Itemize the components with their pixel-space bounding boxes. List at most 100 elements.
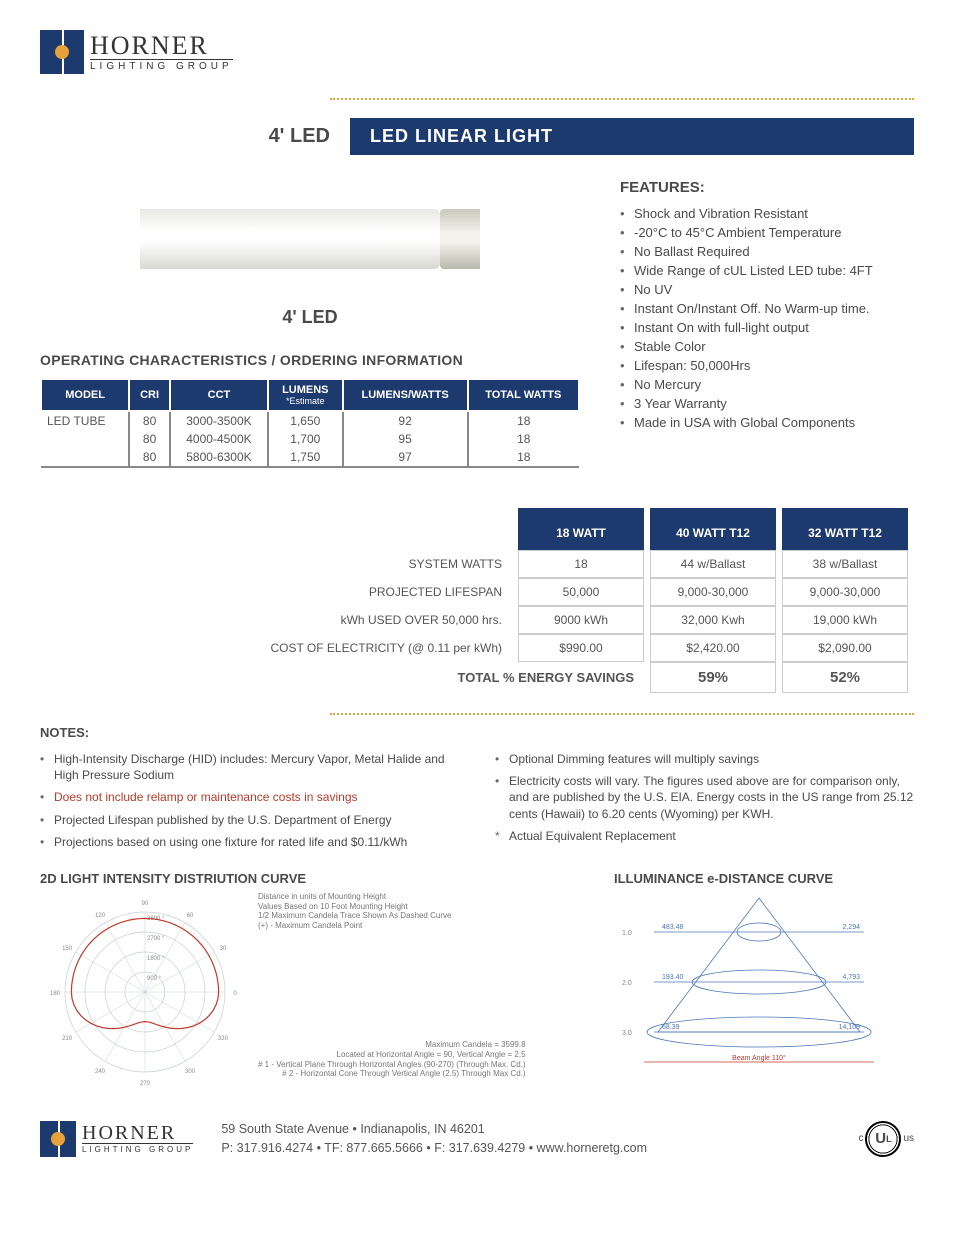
table-cell: 18 [468,411,579,430]
table-cell: LED TUBE [41,411,129,430]
table-cell: 19,000 kWh [782,606,908,634]
title-band: LED LINEAR LIGHT [350,118,914,155]
table-row: 805800-6300K1,7509718 [41,448,579,467]
title-left: 4' LED [40,118,330,155]
feature-item: No UV [620,280,914,299]
svg-text:193.40: 193.40 [662,974,684,981]
illuminance-chart: 1.0483.482,2942.0193.404,7933.068.3914,1… [614,892,904,1072]
feature-item: Lifespan: 50,000Hrs [620,356,914,375]
svg-text:2700 °: 2700 ° [147,936,165,942]
th-model: MODEL [41,379,129,411]
feature-item: No Mercury [620,375,914,394]
title-row: 4' LED LED LINEAR LIGHT [40,118,914,155]
table-row: PROJECTED LIFESPAN50,0009,000-30,0009,00… [260,578,908,606]
table-cell: 4000-4500K [170,430,268,448]
svg-text:0: 0 [233,991,237,997]
table-cell: 1,650 [268,411,343,430]
table-cell: 9,000-30,000 [650,578,776,606]
ul-listed-icon: c UL us [858,1121,914,1157]
feature-item: Instant On with full-light output [620,318,914,337]
svg-text:30: 30 [220,946,227,952]
svg-text:4,793: 4,793 [842,974,860,981]
table-row: LED TUBE803000-3500K1,6509218 [41,411,579,430]
svg-text:900 °: 900 ° [147,976,162,982]
svg-text:68.39: 68.39 [662,1024,680,1031]
note-item: Actual Equivalent Replacement [495,825,914,847]
footer: HORNER LIGHTING GROUP 59 South State Ave… [40,1120,914,1158]
notes-heading: NOTES: [40,725,914,740]
notes-section: NOTES: High-Intensity Discharge (HID) in… [40,713,914,853]
curve-left-notes: Distance in units of Mounting HeightValu… [258,892,526,930]
features-section: FEATURES: Shock and Vibration Resistant-… [620,179,914,468]
table-cell: $2,090.00 [782,634,908,662]
table-cell: 97 [343,448,468,467]
note-item: Projections based on using one fixture f… [40,831,459,853]
footer-address: 59 South State Avenue • Indianapolis, IN… [221,1120,830,1139]
th-cri: CRI [129,379,170,411]
svg-text:1800 °: 1800 ° [147,956,165,962]
row-label: SYSTEM WATTS [260,550,512,578]
note-item: Electricity costs will vary. The figures… [495,770,914,825]
note-item: Optional Dimming features will multiply … [495,748,914,770]
table-cell: 32,000 Kwh [650,606,776,634]
savings-row: TOTAL % ENERGY SAVINGS59%52% [260,662,908,693]
table-cell: 5800-6300K [170,448,268,467]
logo-mark-icon [40,30,84,74]
table-cell: 95 [343,430,468,448]
svg-text:120: 120 [95,913,106,919]
comp-col-1: 40 WATT T12 [650,508,776,550]
th-cct: CCT [170,379,268,411]
table-cell: $2,420.00 [650,634,776,662]
table-cell: $990.00 [518,634,644,662]
table-cell: 1,750 [268,448,343,467]
table-cell: 38 w/Ballast [782,550,908,578]
feature-item: Stable Color [620,337,914,356]
logo-text: HORNER LIGHTING GROUP [90,33,233,72]
th-lw: LUMENS/WATTS [343,379,468,411]
table-cell: 44 w/Ballast [650,550,776,578]
comparison-table: 18 WATT 40 WATT T12 32 WATT T12 SYSTEM W… [254,508,914,693]
table-cell: 9,000-30,000 [782,578,908,606]
svg-text:1.0: 1.0 [622,930,632,937]
feature-item: No Ballast Required [620,242,914,261]
operating-heading: OPERATING CHARACTERISTICS / ORDERING INF… [40,352,580,368]
table-cell: 1,700 [268,430,343,448]
table-cell: 18 [468,430,579,448]
dotted-rule-2 [330,713,914,715]
curves-row: 2D LIGHT INTENSITY DISTRIUTION CURVE 900… [40,871,914,1092]
savings-value: 59% [650,662,776,693]
curve-illum-block: ILLUMINANCE e-DISTANCE CURVE 1.0483.482,… [614,871,914,1092]
feature-item: 3 Year Warranty [620,394,914,413]
comparison-section: 18 WATT 40 WATT T12 32 WATT T12 SYSTEM W… [40,508,914,693]
feature-item: Instant On/Instant Off. No Warm-up time. [620,299,914,318]
notes-right-list: Optional Dimming features will multiply … [495,748,914,853]
notes-left-list: High-Intensity Discharge (HID) includes:… [40,748,459,853]
svg-text:180: 180 [50,991,61,997]
th-lumens-main: LUMENS [282,384,328,396]
feature-item: -20°C to 45°C Ambient Temperature [620,223,914,242]
svg-text:60: 60 [187,913,194,919]
logo-line1: HORNER [90,33,233,59]
svg-text:210: 210 [62,1036,73,1042]
row-label: COST OF ELECTRICITY (@ 0.11 per kWh) [260,634,512,662]
product-caption: 4' LED [40,307,580,328]
svg-text:270: 270 [140,1081,151,1087]
svg-text:2.0: 2.0 [622,980,632,987]
footer-text: 59 South State Avenue • Indianapolis, IN… [221,1120,830,1158]
table-cell [41,430,129,448]
svg-text:300: 300 [185,1069,196,1075]
curve-illum-title: ILLUMINANCE e-DISTANCE CURVE [614,871,914,886]
product-image [140,179,480,299]
th-tw: TOTAL WATTS [468,379,579,411]
note-item: Projected Lifespan published by the U.S.… [40,809,459,831]
table-cell: 80 [129,430,170,448]
table-cell: 18 [518,550,644,578]
feature-item: Shock and Vibration Resistant [620,204,914,223]
table-row: kWh USED OVER 50,000 hrs.9000 kWh32,000 … [260,606,908,634]
table-cell: 50,000 [518,578,644,606]
comp-col-2: 32 WATT T12 [782,508,908,550]
row-label: kWh USED OVER 50,000 hrs. [260,606,512,634]
svg-text:2,294: 2,294 [842,924,860,931]
footer-logo-mark-icon [40,1121,76,1157]
footer-contact: P: 317.916.4274 • TF: 877.665.5666 • F: … [221,1139,830,1158]
